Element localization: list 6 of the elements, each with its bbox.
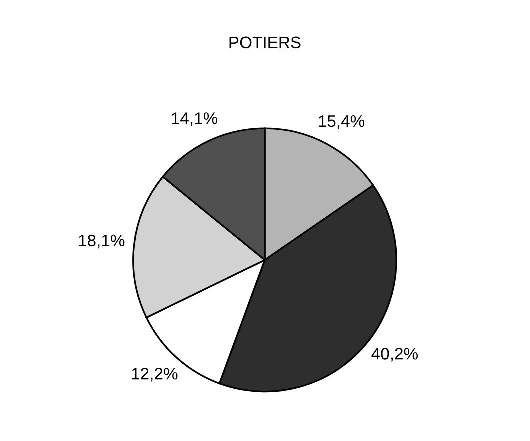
data-label: 40,2% — [372, 348, 418, 362]
data-label: 12,2% — [132, 368, 178, 382]
data-label: 15,4% — [319, 115, 365, 130]
data-label: 14,1% — [172, 112, 218, 126]
chart-title: POTIERS — [230, 36, 301, 49]
data-label: 18,1% — [79, 234, 125, 249]
